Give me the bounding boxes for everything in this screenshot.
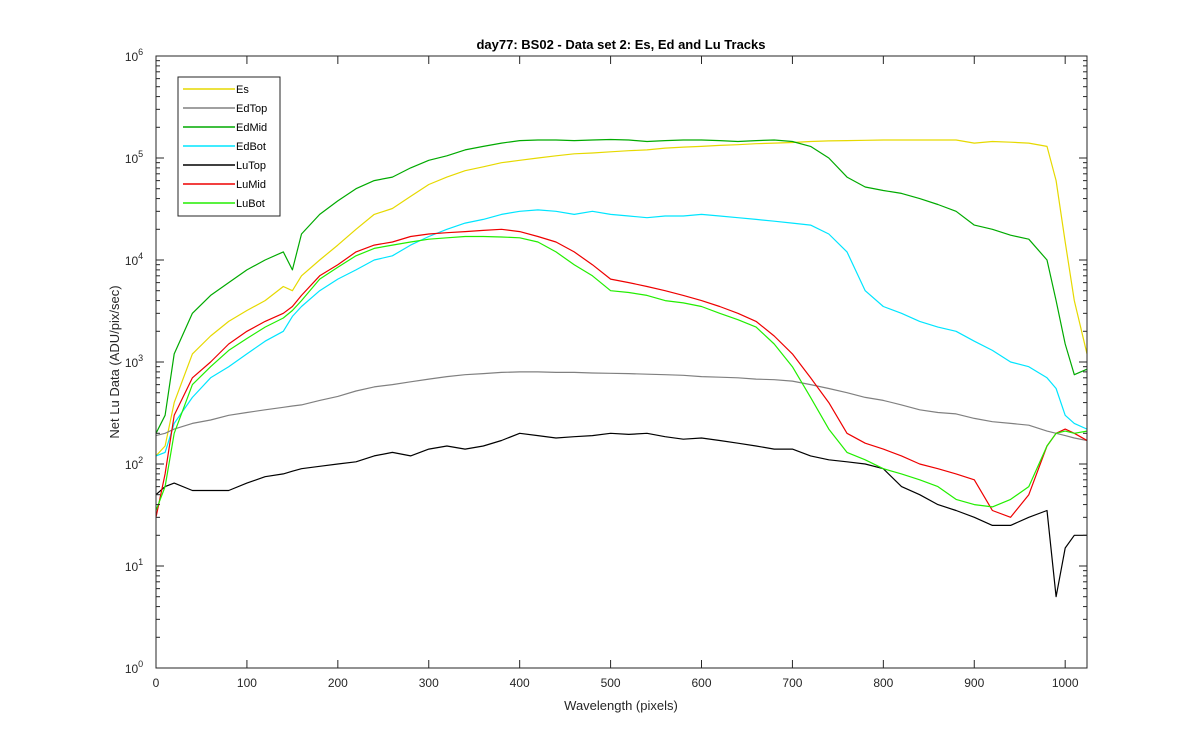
series-line-lutop	[156, 432, 1087, 598]
legend-label-lumid: LuMid	[236, 179, 266, 191]
series-line-edmid	[156, 138, 1087, 434]
x-tick-label: 900	[964, 676, 984, 690]
legend-label-lubot: LuBot	[236, 198, 265, 210]
y-tick-label: 101	[125, 557, 143, 574]
x-tick-label: 200	[328, 676, 348, 690]
legend-label-edmid: EdMid	[236, 122, 267, 134]
x-tick-label: 600	[691, 676, 711, 690]
plot-frame	[155, 55, 1088, 669]
x-tick-label: 700	[782, 676, 802, 690]
y-tick-label: 102	[125, 455, 143, 472]
x-tick-label: 300	[419, 676, 439, 690]
legend-label-edtop: EdTop	[236, 103, 267, 115]
ticks-layer: 0 100 200 300 400 500 600 700 800 900 1000 100 101 10…	[125, 47, 1087, 690]
y-axis-label: Net Lu Data (ADU/pix/sec)	[107, 285, 122, 438]
y-tick-label: 105	[125, 149, 143, 166]
y-tick-label: 106	[125, 47, 143, 64]
series-line-es	[156, 139, 1087, 457]
x-tick-label: 400	[510, 676, 530, 690]
legend-label-lutop: LuTop	[236, 160, 266, 172]
chart-title: day77: BS02 - Data set 2: Es, Ed and Lu …	[476, 37, 765, 52]
y-tick-label: 104	[125, 251, 143, 268]
series-line-edbot	[156, 209, 1087, 457]
series-layer	[156, 138, 1087, 598]
series-line-edtop	[156, 371, 1087, 442]
series-line-lumid	[156, 228, 1087, 518]
x-tick-label: 500	[601, 676, 621, 690]
legend-label-edbot: EdBot	[236, 141, 266, 153]
x-tick-label: 1000	[1052, 676, 1079, 690]
y-tick-label: 103	[125, 353, 143, 370]
x-tick-label: 0	[153, 676, 160, 690]
plot-area	[156, 56, 1087, 668]
legend: Es EdTop EdMid EdBot LuTop LuMid LuBot	[177, 76, 281, 217]
x-axis-label: Wavelength (pixels)	[564, 698, 678, 713]
legend-label-es: Es	[236, 84, 249, 96]
x-tick-label: 800	[873, 676, 893, 690]
x-tick-label: 100	[237, 676, 257, 690]
y-tick-label: 100	[125, 659, 143, 676]
series-line-lubot	[156, 235, 1087, 511]
